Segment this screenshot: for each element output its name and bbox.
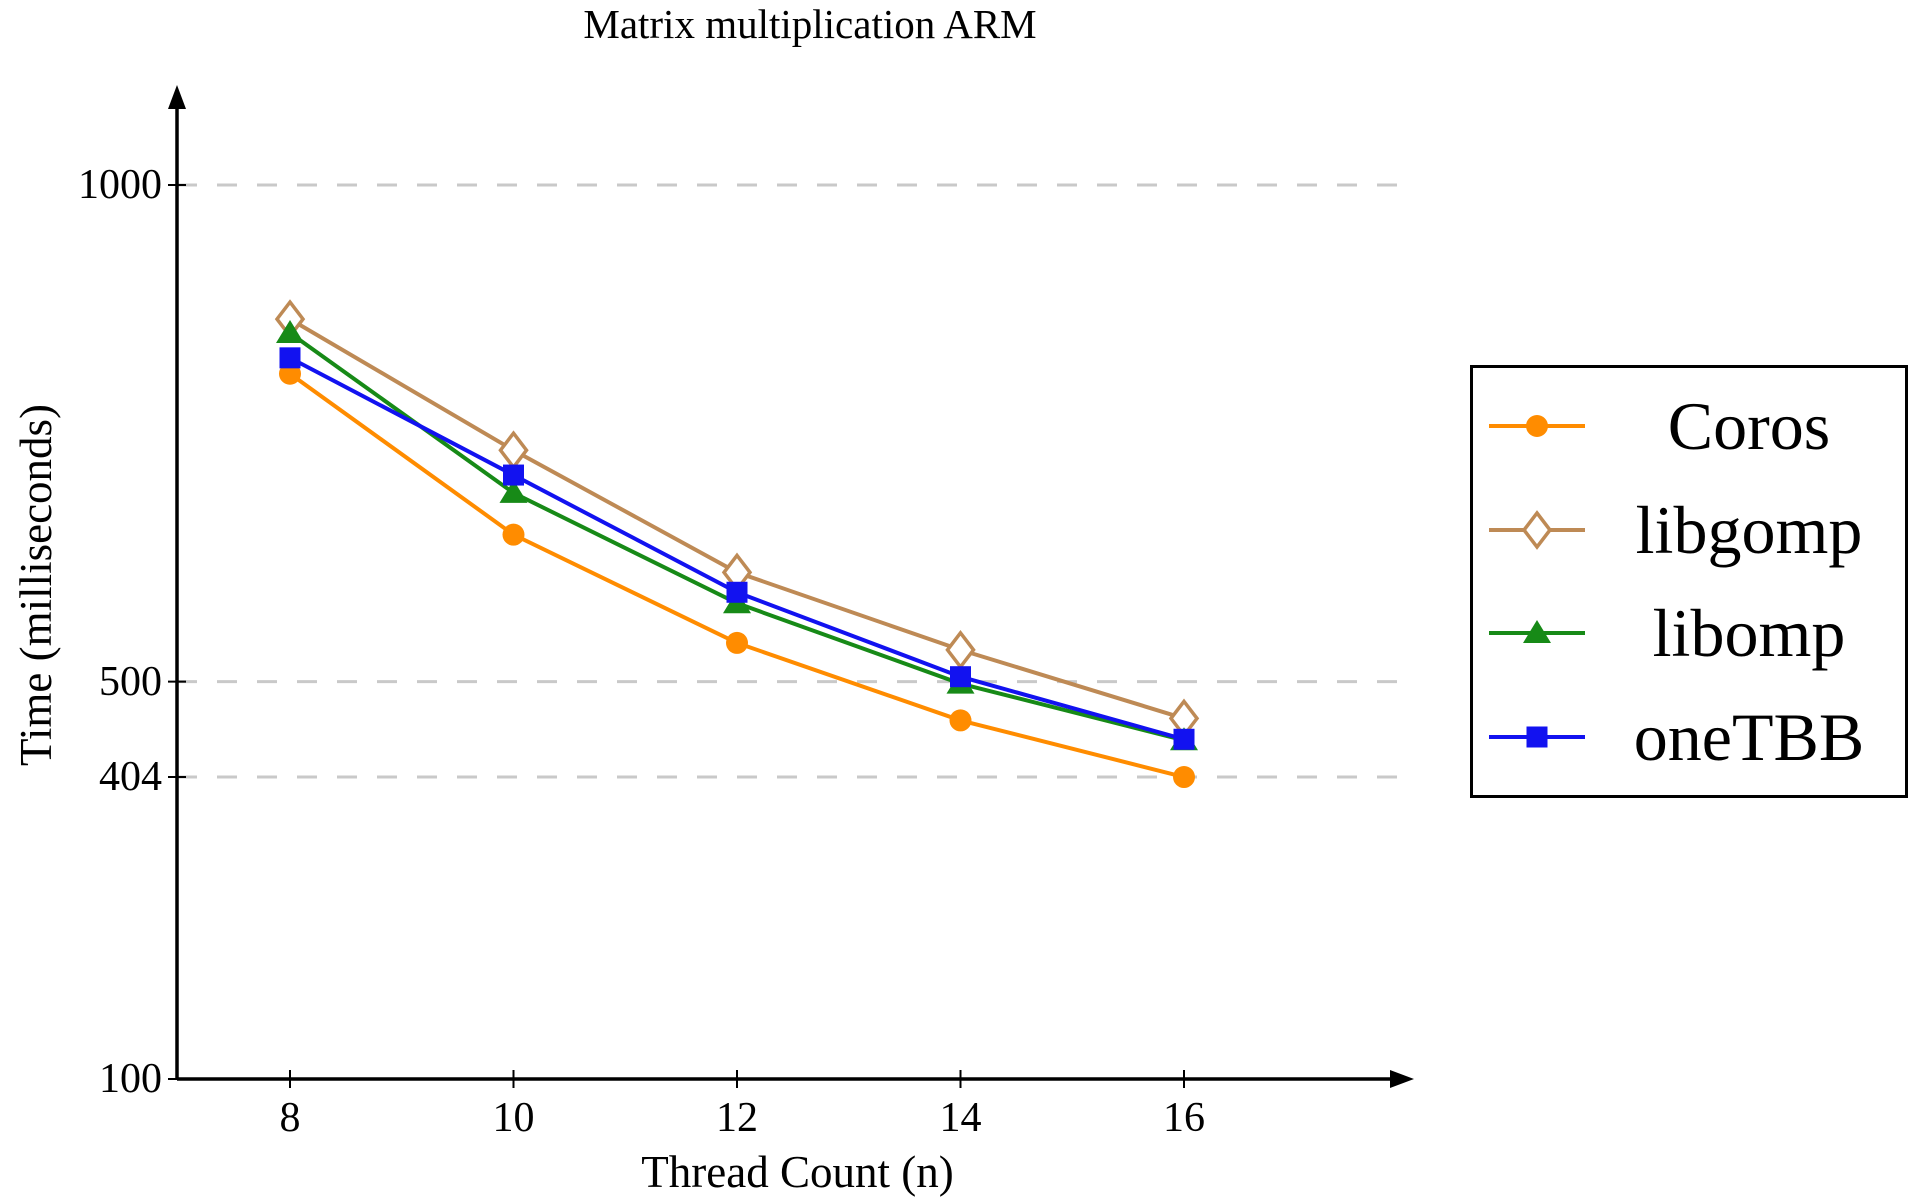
legend: Coros libgomp libomp oneTBB: [1470, 365, 1908, 798]
legend-item-coros: Coros: [1473, 386, 1905, 466]
data-point-marker: [945, 629, 976, 670]
data-point-marker: [498, 430, 529, 471]
y-axis-arrow-icon: [168, 85, 186, 109]
data-point-marker: [503, 464, 524, 486]
legend-label-libomp: libomp: [1652, 595, 1846, 672]
data-point-marker: [502, 523, 525, 546]
y-tick-label: 1000: [78, 162, 162, 208]
x-tick-label: 10: [492, 1095, 535, 1141]
data-point-marker: [1173, 728, 1195, 750]
libgomp-diamond-marker-icon: [1489, 509, 1585, 550]
data-point-marker: [1523, 620, 1551, 644]
data-point-marker: [949, 709, 972, 732]
legend-label-libgomp: libgomp: [1635, 491, 1863, 568]
y-tick-label: 500: [99, 658, 162, 705]
x-tick-label: 12: [716, 1095, 758, 1141]
x-tick-label: 14: [939, 1095, 982, 1141]
data-point-marker: [1526, 414, 1548, 437]
y-tick-label: 404: [99, 754, 162, 801]
data-point-marker: [279, 347, 301, 369]
data-point-marker: [726, 631, 748, 654]
series-line-libgomp: [288, 317, 1185, 721]
data-point-marker: [499, 479, 528, 503]
legend-item-onetbb: oneTBB: [1473, 697, 1905, 777]
libomp-triangle-marker-icon: [1489, 620, 1585, 644]
x-axis-arrow-icon: [1390, 1070, 1414, 1088]
data-point-marker: [1526, 726, 1548, 748]
y-axis-label: Time (milliseconds): [11, 403, 61, 767]
data-point-marker: [1521, 509, 1553, 550]
legend-label-coros: Coros: [1667, 387, 1831, 464]
y-tick-label: 100: [99, 1056, 162, 1102]
x-axis-label: Thread Count (n): [641, 1147, 954, 1197]
x-tick-label: 8: [279, 1095, 301, 1141]
data-point-marker: [726, 581, 748, 603]
legend-label-onetbb: oneTBB: [1633, 699, 1865, 776]
x-tick-label: 16: [1163, 1095, 1205, 1141]
legend-item-libgomp: libgomp: [1473, 490, 1905, 570]
data-point-marker: [950, 666, 971, 688]
coros-circle-marker-icon: [1489, 414, 1585, 437]
legend-item-libomp: libomp: [1473, 593, 1905, 673]
onetbb-square-marker-icon: [1489, 726, 1585, 748]
chart-title: Matrix multiplication ARM: [583, 1, 1037, 47]
data-point-marker: [1173, 766, 1195, 789]
data-point-marker: [276, 320, 304, 344]
